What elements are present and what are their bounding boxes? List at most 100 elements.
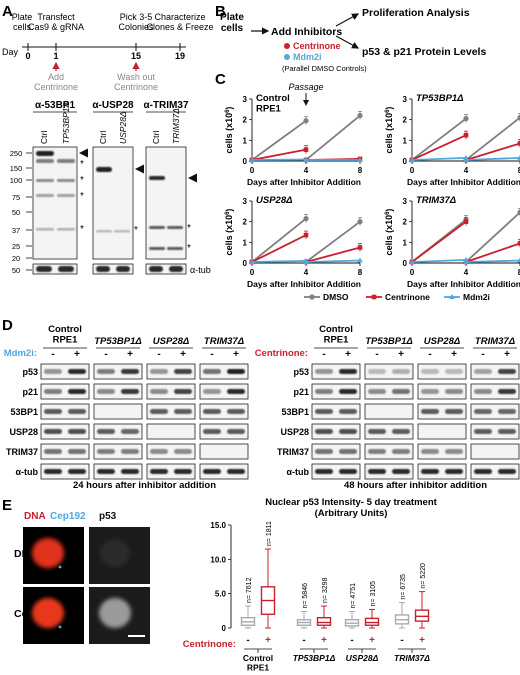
treatment-sign: + (74, 349, 80, 360)
blot-strip (470, 363, 520, 380)
blot-strip (311, 463, 361, 480)
label-line: Centrinone (114, 82, 158, 92)
series-line (305, 114, 361, 161)
protein-band (445, 389, 463, 394)
workflow-arrow-down (335, 35, 360, 49)
nonspecific-band (96, 230, 112, 233)
treatment-sign: - (104, 349, 107, 360)
blot-strip (470, 383, 520, 400)
protein-band (150, 469, 168, 474)
protein-row-label: TRIM37 (6, 447, 38, 457)
protein-row-label: p53 (22, 367, 38, 377)
blot-antibody-title: α-53BP1 (35, 100, 75, 111)
blot-antibody-title: α-USP28 (92, 100, 134, 111)
x-tick-label: 4 (464, 268, 469, 277)
blot-strip (40, 403, 90, 420)
legend-marker (309, 294, 315, 300)
loading-control-label: α-tub (190, 265, 211, 275)
nonspecific-band (36, 159, 54, 163)
protein-band (68, 389, 86, 394)
data-point (357, 245, 363, 250)
nonspecific-band (57, 228, 75, 231)
panel-a: A Day 0 Plate cells 1 Transfect Cas9 & gRNA 15… (2, 3, 214, 275)
y-axis-label-end: ) (384, 209, 394, 212)
protein-band (421, 389, 439, 394)
n-label: n= 7612 (246, 577, 253, 603)
y-tick-label: 3 (403, 197, 408, 206)
treatment-sign: + (419, 635, 425, 646)
protein-row-label: α-tub (15, 467, 38, 477)
blot-strip (417, 463, 467, 480)
protein-band (339, 409, 357, 414)
n-label: n= 1811 (266, 521, 273, 546)
treatment-sign: - (350, 635, 353, 646)
protein-row-label: USP28 (9, 427, 38, 437)
nucleus (32, 538, 64, 568)
protein-band (498, 469, 516, 474)
legend-marker (449, 294, 455, 299)
series-line (411, 220, 467, 263)
nonspecific-star: * (80, 224, 84, 235)
cell-line-header: Control RPE1 (319, 324, 353, 345)
blot-strip (311, 363, 361, 380)
blot-strip (470, 403, 520, 420)
treatment-sign: + (233, 349, 239, 360)
nonspecific-star: * (187, 223, 191, 234)
y-tick-label: 0 (243, 157, 248, 166)
blot-strip (199, 383, 249, 400)
blot-strip (364, 423, 414, 440)
series-line (465, 242, 520, 263)
protein-band (421, 409, 439, 414)
blot-strip (146, 423, 196, 440)
blot-strip (146, 463, 196, 480)
protein-band (121, 469, 139, 474)
protein-band (421, 469, 439, 474)
n-label: n= 4751 (350, 583, 357, 609)
blot-strip (417, 403, 467, 420)
protein-band (174, 469, 192, 474)
box (260, 548, 276, 629)
protein-band (150, 389, 168, 394)
y-axis-label-end: ) (384, 107, 394, 110)
blot-strip (311, 443, 361, 460)
box (344, 611, 360, 629)
nonspecific-band (149, 247, 165, 250)
y-tick-label: 1 (403, 238, 408, 247)
workflow-step: Add Inhibitors (271, 26, 342, 38)
legend-dot-mdm2i (284, 54, 290, 60)
timeline-event: Wash out Centrinone (114, 72, 158, 92)
protein-band (44, 469, 62, 474)
data-point (409, 156, 415, 162)
chart-title: Control RPE1 (256, 93, 290, 114)
blot-strip (417, 383, 467, 400)
nonspecific-band (57, 159, 75, 163)
blot-strip (364, 443, 414, 460)
label-line: Control (256, 93, 290, 104)
n-label: n= 5220 (420, 563, 427, 589)
nonspecific-band (149, 226, 165, 229)
y-tick-label: 0 (403, 157, 408, 166)
panel-letter-b: B (215, 3, 226, 20)
panel-b: B Plate cells Add Inhibitors Centrinone M… (215, 3, 486, 73)
treatment-sign: + (504, 349, 510, 360)
lane-label: Ctrl (98, 131, 108, 144)
y-tick-label: 2 (243, 218, 248, 227)
cell-line-header: TRIM37Δ (204, 336, 244, 347)
growth-chart: 0 1 2 3 0 4 8 Days after Inhibitor Addition cell… (384, 93, 520, 187)
nonspecific-star: * (80, 191, 84, 202)
series-line (305, 220, 361, 263)
protein-row-label: 53BP1 (281, 407, 309, 417)
blot-strip (470, 463, 520, 480)
blot-strip (40, 363, 90, 380)
workflow-arrow-up (335, 13, 360, 27)
blot-strip (40, 383, 90, 400)
label-line: Clones & Freeze (146, 22, 213, 32)
protein-band (150, 449, 168, 454)
treatment-sign: - (428, 349, 431, 360)
panel-c: C 0 1 2 3 0 4 8 Days after Inhibitor Addition ce… (215, 71, 520, 302)
blot-strip (199, 423, 249, 440)
blot-antibody-title: α-TRIM37 (143, 100, 188, 111)
y-axis-label: cells (x106) (384, 107, 394, 154)
blot-strip (311, 403, 361, 420)
legend-label: Mdm2i (463, 292, 490, 302)
